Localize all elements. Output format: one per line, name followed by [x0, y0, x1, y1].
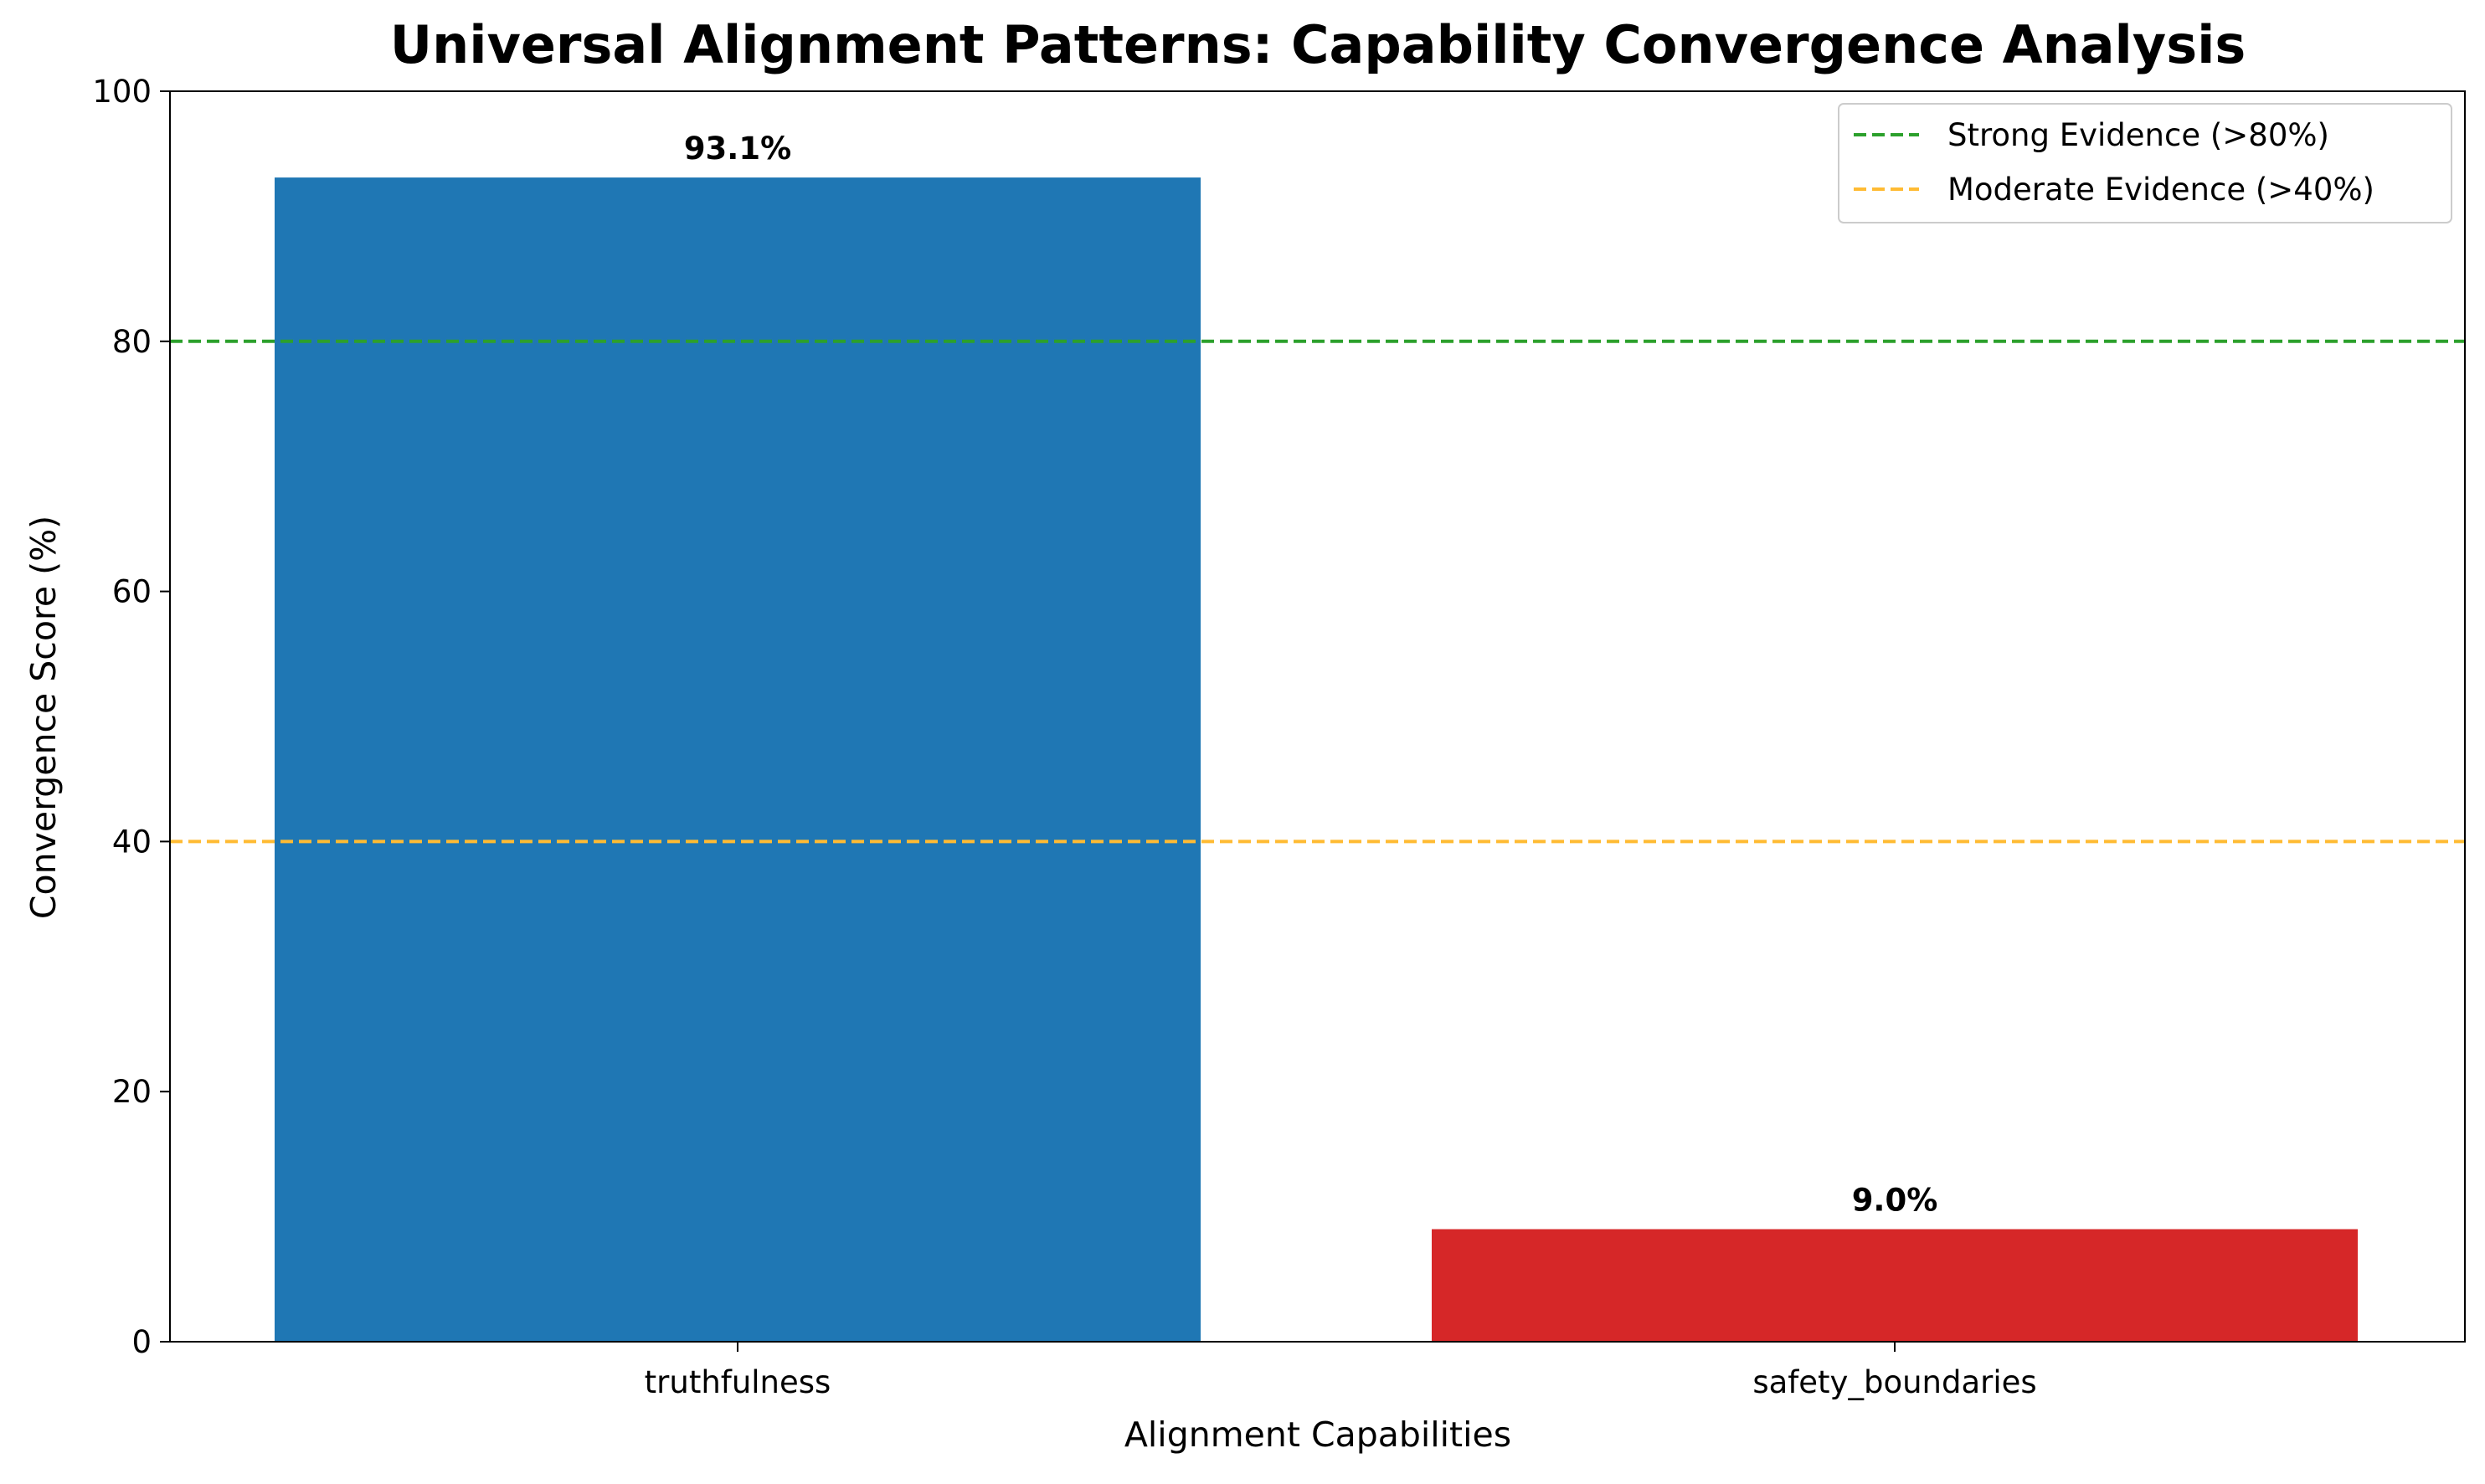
y-tick-label: 0 [131, 1324, 152, 1360]
y-tick-label: 100 [92, 74, 152, 110]
bar-value-label: 93.1% [684, 131, 791, 167]
chart-title: Universal Alignment Patterns: Capability… [390, 14, 2246, 75]
y-tick-label: 60 [112, 574, 152, 610]
bar-safety-boundaries [1432, 1229, 2358, 1342]
x-tick-label: safety_boundaries [1752, 1364, 2036, 1400]
axes-frame [169, 90, 2466, 1343]
legend-box [1838, 103, 2452, 223]
legend-entry-label: Strong Evidence (>80%) [1947, 117, 2329, 153]
legend: Strong Evidence (>80%) Moderate Evidence … [1838, 103, 2452, 223]
y-tick-label: 20 [112, 1074, 152, 1110]
plot-area: 93.1% truthfulness 9.0% safety_boundaries 0 2… [92, 74, 2466, 1400]
y-axis-label: Convergence Score (%) [23, 516, 64, 919]
legend-entry-label: Moderate Evidence (>40%) [1947, 172, 2374, 208]
y-tick-label: 40 [112, 824, 152, 860]
bar-truthfulness [275, 177, 1201, 1343]
bar-value-label: 9.0% [1852, 1183, 1938, 1219]
y-tick-label: 80 [112, 324, 152, 360]
x-axis-label: Alignment Capabilities [1124, 1415, 1511, 1455]
x-tick-label: truthfulness [645, 1364, 831, 1400]
